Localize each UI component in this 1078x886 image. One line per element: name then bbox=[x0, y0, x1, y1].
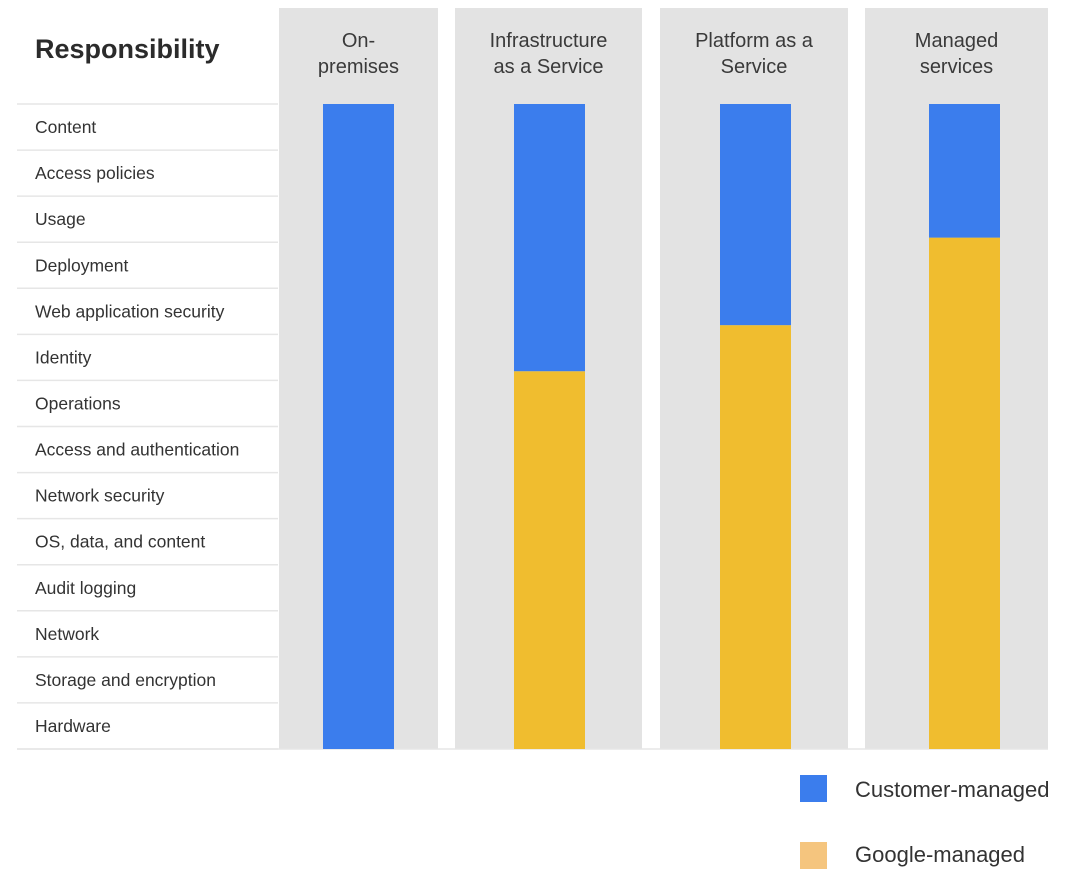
stacked-bars bbox=[323, 104, 1000, 749]
row-label-deployment: Deployment bbox=[35, 255, 129, 275]
row-label-identity: Identity bbox=[35, 347, 92, 367]
row-label-os-data-and-content: OS, data, and content bbox=[35, 532, 205, 552]
row-label-hardware: Hardware bbox=[35, 716, 111, 736]
row-gridlines bbox=[17, 103, 1048, 750]
legend: Customer-managed Google-managed bbox=[800, 775, 1049, 869]
row-label-storage-and-encryption: Storage and encryption bbox=[35, 670, 216, 690]
row-label-audit-logging: Audit logging bbox=[35, 578, 136, 598]
bar-customer-managed-managed-services bbox=[929, 104, 1000, 238]
legend-label-google-managed: Google-managed bbox=[855, 842, 1025, 867]
row-labels: Content Access policies Usage Deployment Web… bbox=[35, 117, 239, 736]
column-label-infrastructure-as-a-service: Infrastructure as a Service bbox=[490, 30, 608, 78]
row-label-content: Content bbox=[35, 117, 96, 137]
bar-google-managed-infrastructure-as-a-service bbox=[514, 371, 585, 749]
bar-google-managed-managed-services bbox=[929, 237, 1000, 749]
chart-title: Responsibility bbox=[35, 34, 220, 64]
bar-customer-managed-platform-as-a-service bbox=[720, 104, 791, 326]
row-label-access-policies: Access policies bbox=[35, 163, 155, 183]
column-label-on-premises: On-premises bbox=[318, 30, 399, 78]
column-label-platform-as-a-service: Platform as a Service bbox=[695, 30, 814, 78]
bar-google-managed-platform-as-a-service bbox=[720, 325, 791, 749]
row-label-usage: Usage bbox=[35, 209, 86, 229]
legend-label-customer-managed: Customer-managed bbox=[855, 777, 1049, 802]
legend-swatch-google-managed bbox=[800, 842, 827, 869]
column-labels: On-premises Infrastructure as a Service Pla… bbox=[318, 30, 998, 78]
column-label-managed-services: Managed services bbox=[915, 30, 998, 78]
legend-swatch-customer-managed bbox=[800, 775, 827, 802]
row-label-network: Network bbox=[35, 624, 99, 644]
row-label-operations: Operations bbox=[35, 393, 121, 413]
row-label-web-application-security: Web application security bbox=[35, 301, 225, 321]
bar-customer-managed-infrastructure-as-a-service bbox=[514, 104, 585, 372]
bar-customer-managed-on-premises bbox=[323, 104, 394, 749]
row-label-access-and-authentication: Access and authentication bbox=[35, 440, 239, 460]
row-label-network-security: Network security bbox=[35, 486, 165, 506]
